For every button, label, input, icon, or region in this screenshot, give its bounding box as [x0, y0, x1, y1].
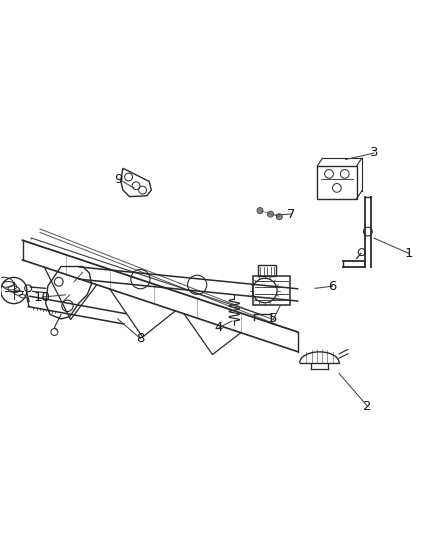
Text: 2: 2 [363, 400, 372, 413]
Text: 6: 6 [328, 280, 337, 293]
Text: 5: 5 [269, 312, 278, 325]
Text: 10: 10 [34, 290, 51, 304]
Circle shape [257, 207, 263, 214]
Text: 8: 8 [136, 332, 145, 345]
Text: 3: 3 [370, 147, 378, 159]
Text: 4: 4 [215, 321, 223, 334]
Text: 1: 1 [405, 247, 413, 260]
Circle shape [268, 211, 274, 217]
Text: 9: 9 [114, 173, 123, 185]
Circle shape [276, 214, 283, 220]
Text: 7: 7 [287, 208, 295, 221]
